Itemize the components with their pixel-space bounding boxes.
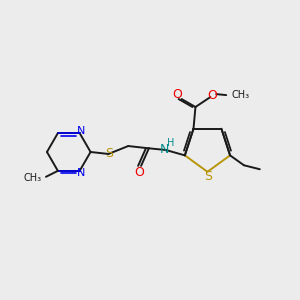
Text: N: N xyxy=(76,126,85,136)
Text: S: S xyxy=(105,148,113,160)
Text: N: N xyxy=(160,142,170,155)
Text: CH₃: CH₃ xyxy=(24,173,42,183)
Text: N: N xyxy=(76,168,85,178)
Text: S: S xyxy=(205,170,212,183)
Text: O: O xyxy=(134,166,144,179)
Text: CH₃: CH₃ xyxy=(231,90,249,100)
Text: O: O xyxy=(173,88,183,100)
Text: O: O xyxy=(207,88,217,102)
Text: H: H xyxy=(167,138,175,148)
